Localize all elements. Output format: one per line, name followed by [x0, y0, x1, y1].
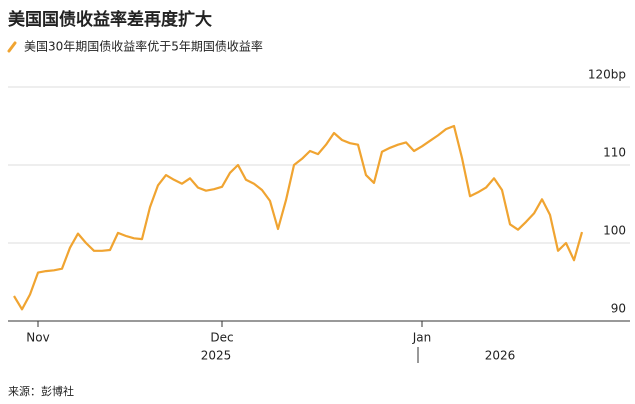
y-tick-label: 90 — [611, 302, 626, 316]
chart-title: 美国国债收益率差再度扩大 — [8, 9, 212, 30]
data-line — [13, 124, 584, 311]
y-tick-label: 110 — [603, 146, 626, 160]
source: 来源：彭博社 — [8, 384, 74, 398]
y-tick-label: 120bp — [588, 68, 626, 82]
legend-label: 美国30年期国债收益率优于5年期国债收益率 — [24, 39, 263, 54]
x-tick-label: Dec — [210, 331, 233, 345]
legend-swatch — [7, 41, 17, 53]
x-tick-label: Jan — [412, 331, 432, 345]
y-tick-label: 100 — [603, 224, 626, 238]
year-label: 2025 — [201, 349, 232, 363]
x-tick-label: Nov — [26, 331, 49, 345]
year-label: 2026 — [485, 349, 516, 363]
